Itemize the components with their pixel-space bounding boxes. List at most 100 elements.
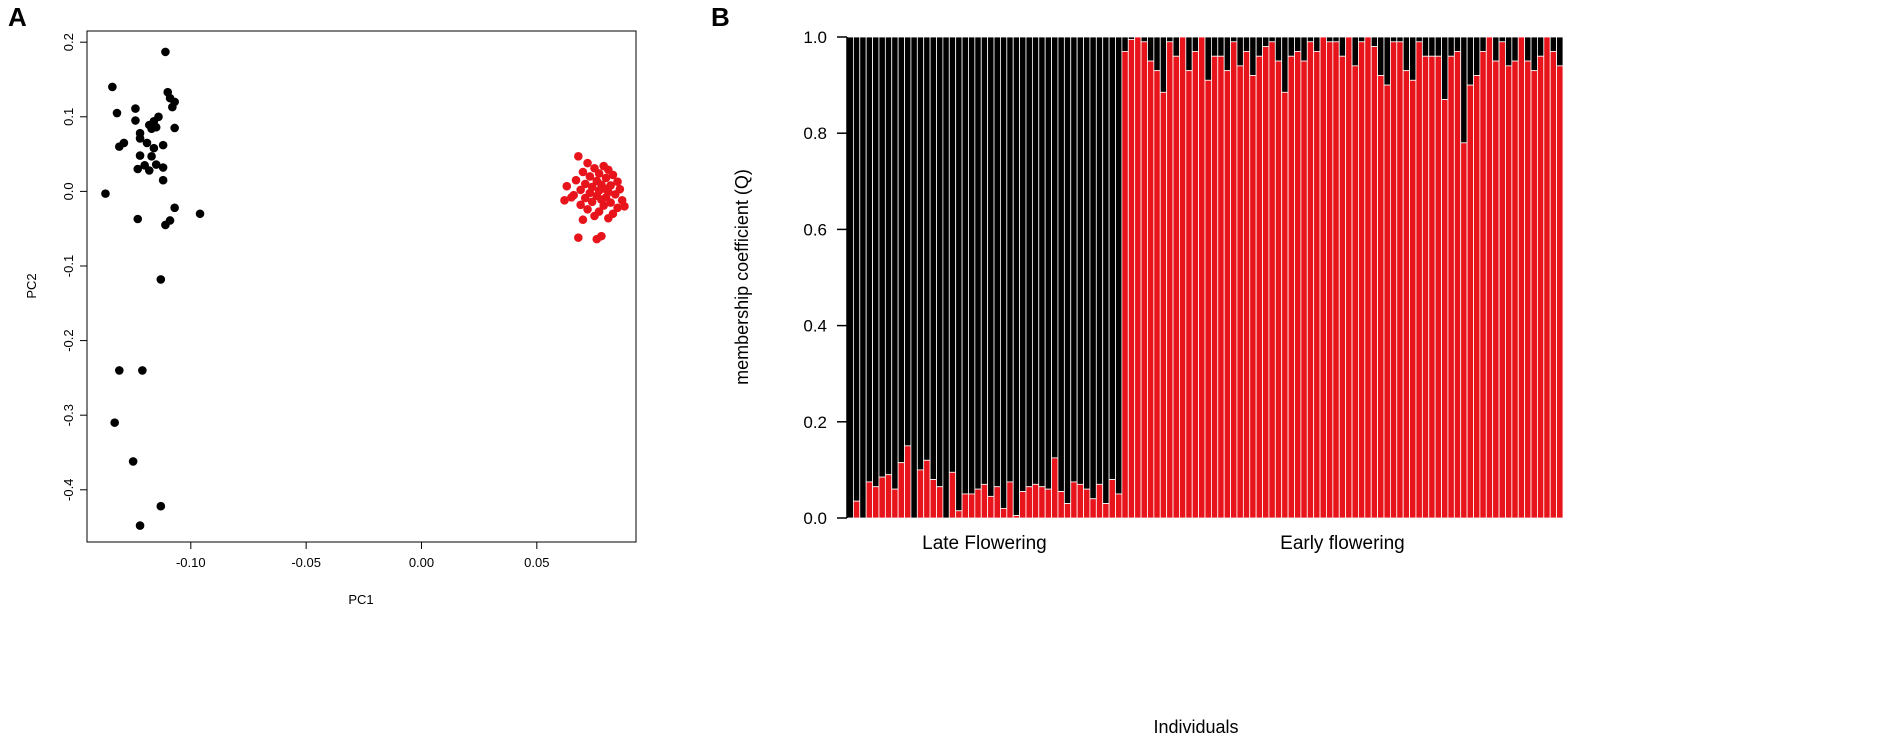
- pca-point: [161, 220, 170, 230]
- bar-black-segment: [1012, 36, 1021, 516]
- bar-black-segment: [1306, 36, 1315, 43]
- pca-point: [158, 140, 168, 150]
- structure-y-tick-label: 0.0: [803, 509, 827, 528]
- bar-red-segment: [1166, 41, 1174, 519]
- bar-black-segment: [1498, 36, 1506, 43]
- bar-black-segment: [942, 36, 950, 519]
- bar-black-segment: [1191, 36, 1200, 52]
- bar-red-segment: [1511, 60, 1519, 519]
- bar-black-segment: [1255, 36, 1263, 57]
- structure-y-axis-label: membership coefficient (Q): [732, 169, 752, 385]
- structure-group-label: Early flowering: [1280, 533, 1405, 554]
- bar-red-segment: [936, 486, 944, 519]
- bar-black-segment: [878, 36, 886, 478]
- bar-red-segment: [1121, 51, 1129, 519]
- bar-black-segment: [1294, 36, 1302, 52]
- bar-black-segment: [1415, 36, 1423, 43]
- bar-black-segment: [1274, 36, 1283, 62]
- pca-x-tick-label: 0.05: [524, 555, 549, 570]
- bar-red-segment: [1530, 70, 1538, 519]
- panel-a-letter: A: [8, 2, 27, 32]
- structure-y-tick-label: 0.4: [803, 317, 827, 336]
- bar-red-segment: [1460, 142, 1468, 519]
- bar-black-segment: [923, 36, 931, 461]
- bar-red-segment: [1127, 39, 1136, 519]
- bar-black-segment: [1070, 36, 1078, 483]
- bar-red-segment: [1140, 41, 1148, 519]
- bar-red-segment: [993, 486, 1001, 519]
- bar-red-segment: [968, 493, 976, 519]
- bar-black-segment: [1210, 36, 1219, 57]
- bar-red-segment: [878, 476, 886, 519]
- bar-red-segment: [1377, 75, 1385, 519]
- bar-red-segment: [1095, 483, 1104, 519]
- bar-red-segment: [1012, 515, 1021, 519]
- bar-red-segment: [1453, 51, 1462, 519]
- pca-point: [606, 181, 615, 190]
- bar-red-segment: [1409, 79, 1417, 519]
- bar-red-segment: [1281, 91, 1289, 519]
- pca-point: [597, 231, 606, 241]
- bar-red-segment: [1134, 36, 1142, 519]
- bar-red-segment: [1485, 36, 1494, 519]
- bar-black-segment: [1370, 36, 1379, 48]
- bar-black-segment: [846, 36, 854, 519]
- bar-black-segment: [1140, 36, 1148, 43]
- bar-red-segment: [1338, 55, 1347, 519]
- bar-black-segment: [865, 36, 873, 483]
- bar-red-segment: [1306, 41, 1315, 519]
- pca-point: [574, 233, 583, 242]
- bar-black-segment: [1025, 36, 1033, 488]
- bar-black-segment: [1108, 36, 1116, 480]
- bar-black-segment: [1063, 36, 1072, 504]
- pca-point: [156, 501, 166, 511]
- bar-red-segment: [1313, 51, 1321, 519]
- bar-red-segment: [1479, 51, 1487, 519]
- pca-point: [158, 163, 168, 172]
- bar-red-segment: [1274, 60, 1283, 519]
- pca-point: [574, 152, 583, 161]
- bar-red-segment: [1383, 84, 1391, 519]
- bar-red-segment: [1236, 65, 1244, 519]
- bar-black-segment: [910, 36, 918, 519]
- bar-black-segment: [1095, 36, 1104, 485]
- panel-b: B 0.0 0.2 0.4 0.6 0.8 1.0 Late Flowering Early…: [711, 2, 1564, 737]
- bar-black-segment: [1223, 36, 1231, 72]
- bar-black-segment: [1287, 36, 1295, 57]
- pca-point: [147, 152, 156, 161]
- bar-black-segment: [859, 36, 867, 519]
- pca-x-axis: -0.10 -0.05 0.00 0.05: [176, 542, 549, 570]
- bar-red-segment: [1172, 55, 1180, 519]
- pca-point: [562, 181, 572, 191]
- bar-black-segment: [1377, 36, 1385, 76]
- bar-black-segment: [987, 36, 995, 497]
- bar-red-segment: [1402, 70, 1410, 519]
- bar-red-segment: [1421, 55, 1430, 519]
- bar-red-segment: [1428, 55, 1436, 519]
- bar-red-segment: [1198, 36, 1206, 519]
- structure-y-tick-label: 0.2: [803, 413, 827, 432]
- bar-black-segment: [1147, 36, 1155, 62]
- bar-black-segment: [1434, 36, 1442, 57]
- bar-black-segment: [1479, 36, 1487, 52]
- pca-point: [195, 209, 205, 219]
- structure-x-axis-label: Individuals: [1153, 717, 1238, 737]
- pca-point: [604, 213, 613, 223]
- bar-black-segment: [1006, 36, 1014, 483]
- pca-point: [151, 160, 161, 169]
- pca-x-tick-label: -0.10: [176, 555, 206, 570]
- bar-red-segment: [1434, 55, 1442, 519]
- bar-red-segment: [891, 488, 899, 519]
- pca-y-axis: 0.2 0.1 0.0 -0.1 -0.2 -0.3 -0.4: [61, 33, 87, 501]
- bar-red-segment: [1415, 41, 1423, 519]
- bar-red-segment: [897, 462, 905, 519]
- pca-point: [158, 175, 168, 185]
- pca-point: [114, 142, 124, 151]
- bar-red-segment: [884, 474, 893, 519]
- bar-red-segment: [1543, 36, 1551, 519]
- pca-point: [161, 47, 170, 57]
- bar-red-segment: [1038, 486, 1046, 519]
- structure-y-tick-label: 1.0: [803, 28, 827, 47]
- bar-red-segment: [865, 481, 873, 519]
